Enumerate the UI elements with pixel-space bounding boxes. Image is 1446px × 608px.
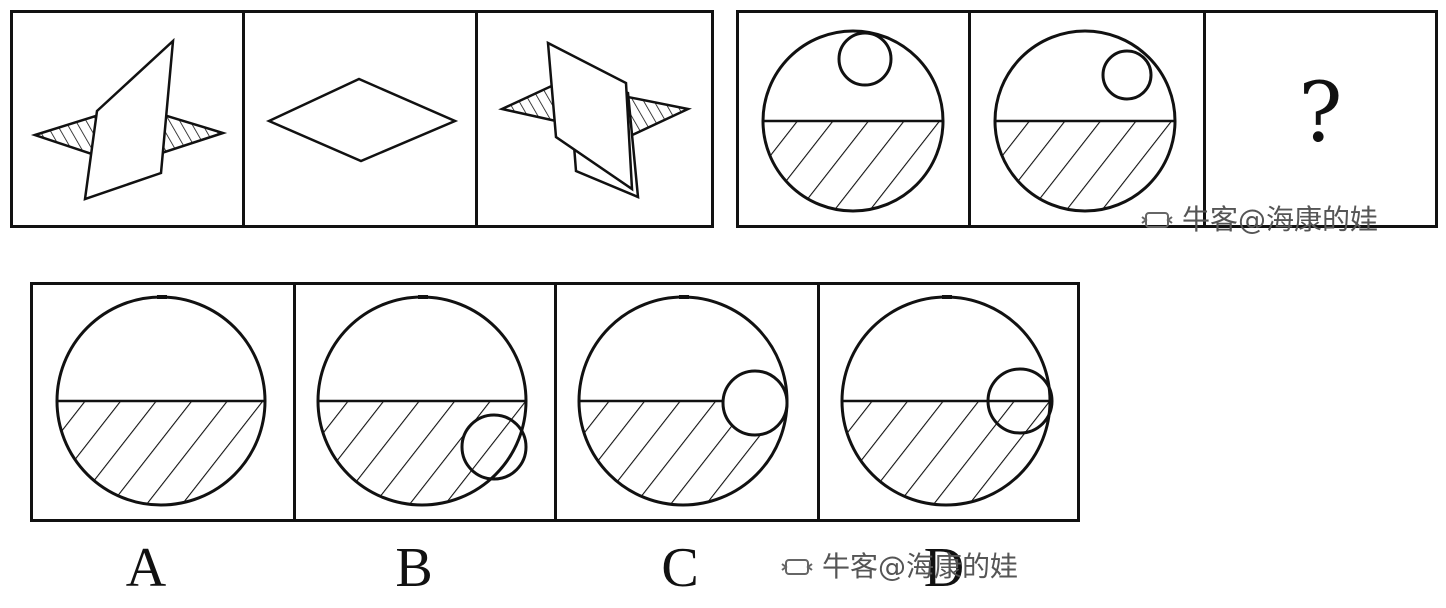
sequence-panel-circles: ? [736, 10, 1438, 228]
rhombus-figure [265, 77, 459, 163]
option-label-c[interactable]: C [661, 537, 699, 599]
watermark-text: 牛客@海康的娃 [822, 550, 1019, 583]
crossed-rhombus-figure [30, 37, 228, 201]
circle-figure-a [55, 295, 267, 507]
cell-divider [817, 285, 820, 519]
logo-icon [1141, 212, 1173, 228]
question-mark: ? [1298, 66, 1343, 161]
option-label-b[interactable]: B [395, 537, 433, 599]
watermark-top: 牛客@海康的娃 [1140, 206, 1378, 234]
sequence-panel-shapes [10, 10, 714, 228]
option-d-figure[interactable] [820, 285, 1077, 519]
shape-cell-2 [245, 13, 475, 225]
shape-cell-3 [478, 13, 711, 225]
circle-figure-c [577, 295, 789, 507]
shape-cell-1 [13, 13, 242, 225]
watermark-bottom: 牛客@海康的娃 [780, 553, 1018, 581]
circle-figure-1 [761, 29, 945, 213]
option-c-figure[interactable] [557, 285, 817, 519]
circle-cell-2 [971, 13, 1203, 225]
cell-divider [1203, 13, 1206, 225]
circle-cell-1 [739, 13, 968, 225]
question-cell: ? [1206, 13, 1435, 225]
watermark-text: 牛客@海康的娃 [1182, 203, 1379, 236]
cell-divider [968, 13, 971, 225]
circle-figure-2 [993, 29, 1177, 213]
option-label-a[interactable]: A [125, 537, 167, 599]
cell-divider [242, 13, 245, 225]
circle-figure-b [316, 295, 528, 507]
cell-divider [475, 13, 478, 225]
option-label-d[interactable]: D [923, 537, 965, 599]
option-a-figure[interactable] [33, 285, 293, 519]
crossed-rhombus-figure-double [498, 40, 692, 199]
options-panel [30, 282, 1080, 522]
cell-divider [554, 285, 557, 519]
circle-figure-d [840, 295, 1054, 507]
option-b-figure[interactable] [296, 285, 554, 519]
cell-divider [293, 285, 296, 519]
logo-icon [781, 559, 813, 575]
